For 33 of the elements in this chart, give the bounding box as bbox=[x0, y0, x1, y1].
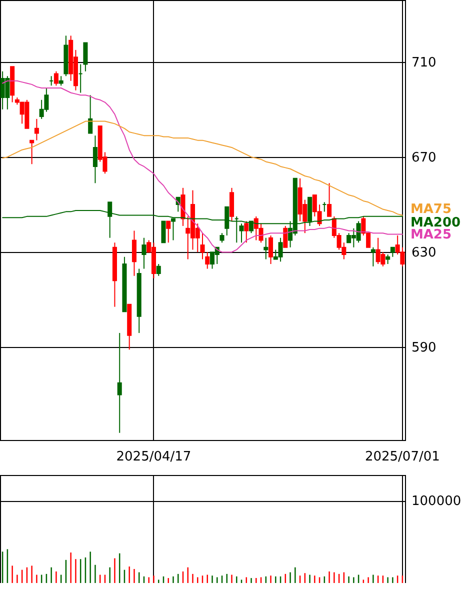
candlestick bbox=[83, 42, 88, 72]
y-tick-label: 670 bbox=[412, 150, 436, 166]
candlestick bbox=[166, 220, 171, 244]
x-tick-label: 2025/07/01 bbox=[364, 450, 440, 464]
y-tick-label: 590 bbox=[412, 340, 436, 356]
y-tick-label: 630 bbox=[412, 246, 436, 261]
candlestick bbox=[156, 264, 161, 276]
candlestick bbox=[142, 237, 146, 270]
candlestick bbox=[161, 220, 166, 244]
candlestick bbox=[283, 225, 288, 248]
candlestick bbox=[268, 234, 274, 264]
candlestick bbox=[230, 187, 234, 222]
series-label: MA75 bbox=[410, 202, 452, 218]
candlestick bbox=[327, 182, 332, 217]
candlestick bbox=[132, 230, 136, 276]
candlestick bbox=[390, 246, 395, 258]
candlestick bbox=[92, 135, 98, 184]
candlestick bbox=[88, 94, 93, 134]
candlestick bbox=[370, 246, 376, 267]
y-tick-label: 100000 bbox=[412, 494, 462, 510]
candlestick bbox=[200, 232, 205, 260]
candlestick bbox=[205, 252, 210, 270]
x-tick-label: 2025/04/17 bbox=[116, 450, 192, 464]
candlestick bbox=[264, 237, 268, 260]
candlestick bbox=[30, 140, 34, 165]
candlestick bbox=[34, 118, 39, 141]
candlestick bbox=[54, 70, 58, 86]
candlestick bbox=[117, 332, 122, 434]
candlestick bbox=[386, 254, 390, 264]
candlestick bbox=[220, 232, 224, 244]
candlestick bbox=[58, 76, 64, 86]
y-tick-label: 710 bbox=[412, 55, 436, 70]
candlestick bbox=[244, 220, 249, 244]
